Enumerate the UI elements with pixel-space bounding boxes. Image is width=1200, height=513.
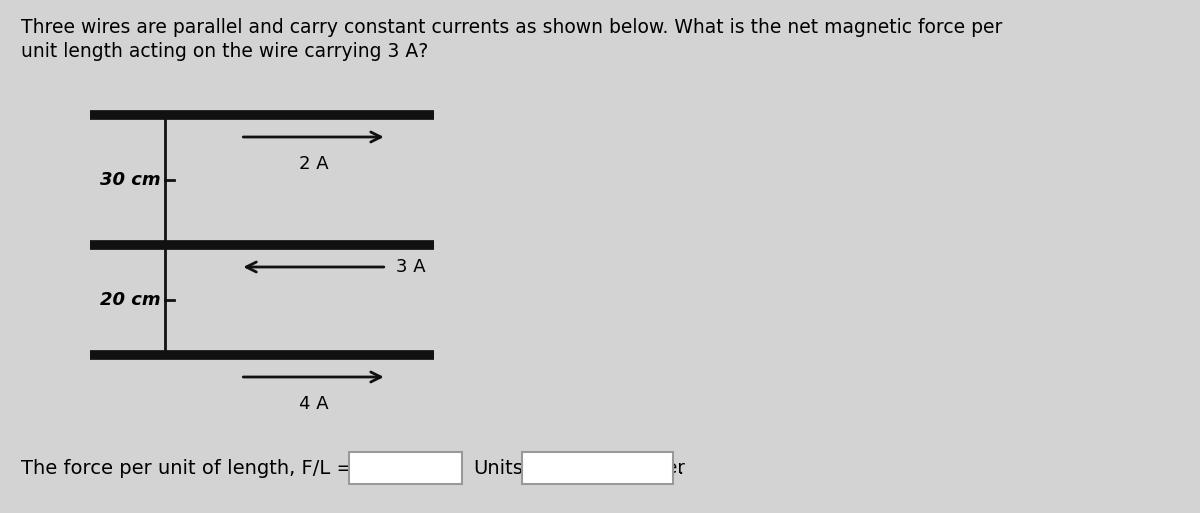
Text: 20 cm: 20 cm xyxy=(100,291,161,309)
Text: .: . xyxy=(678,459,684,478)
Text: unit length acting on the wire carrying 3 A?: unit length acting on the wire carrying … xyxy=(20,42,428,61)
Text: Select an answer: Select an answer xyxy=(530,459,685,477)
Text: Units: Units xyxy=(473,459,523,478)
Text: 30 cm: 30 cm xyxy=(100,171,161,189)
Bar xyxy=(522,452,673,484)
Text: ∨: ∨ xyxy=(655,461,665,475)
Bar xyxy=(349,452,462,484)
Text: 3 A: 3 A xyxy=(396,258,426,276)
Text: Three wires are parallel and carry constant currents as shown below. What is the: Three wires are parallel and carry const… xyxy=(20,18,1002,37)
Text: 2 A: 2 A xyxy=(299,155,329,173)
Text: 4 A: 4 A xyxy=(299,395,329,413)
Text: The force per unit of length, F/L =: The force per unit of length, F/L = xyxy=(20,459,353,478)
